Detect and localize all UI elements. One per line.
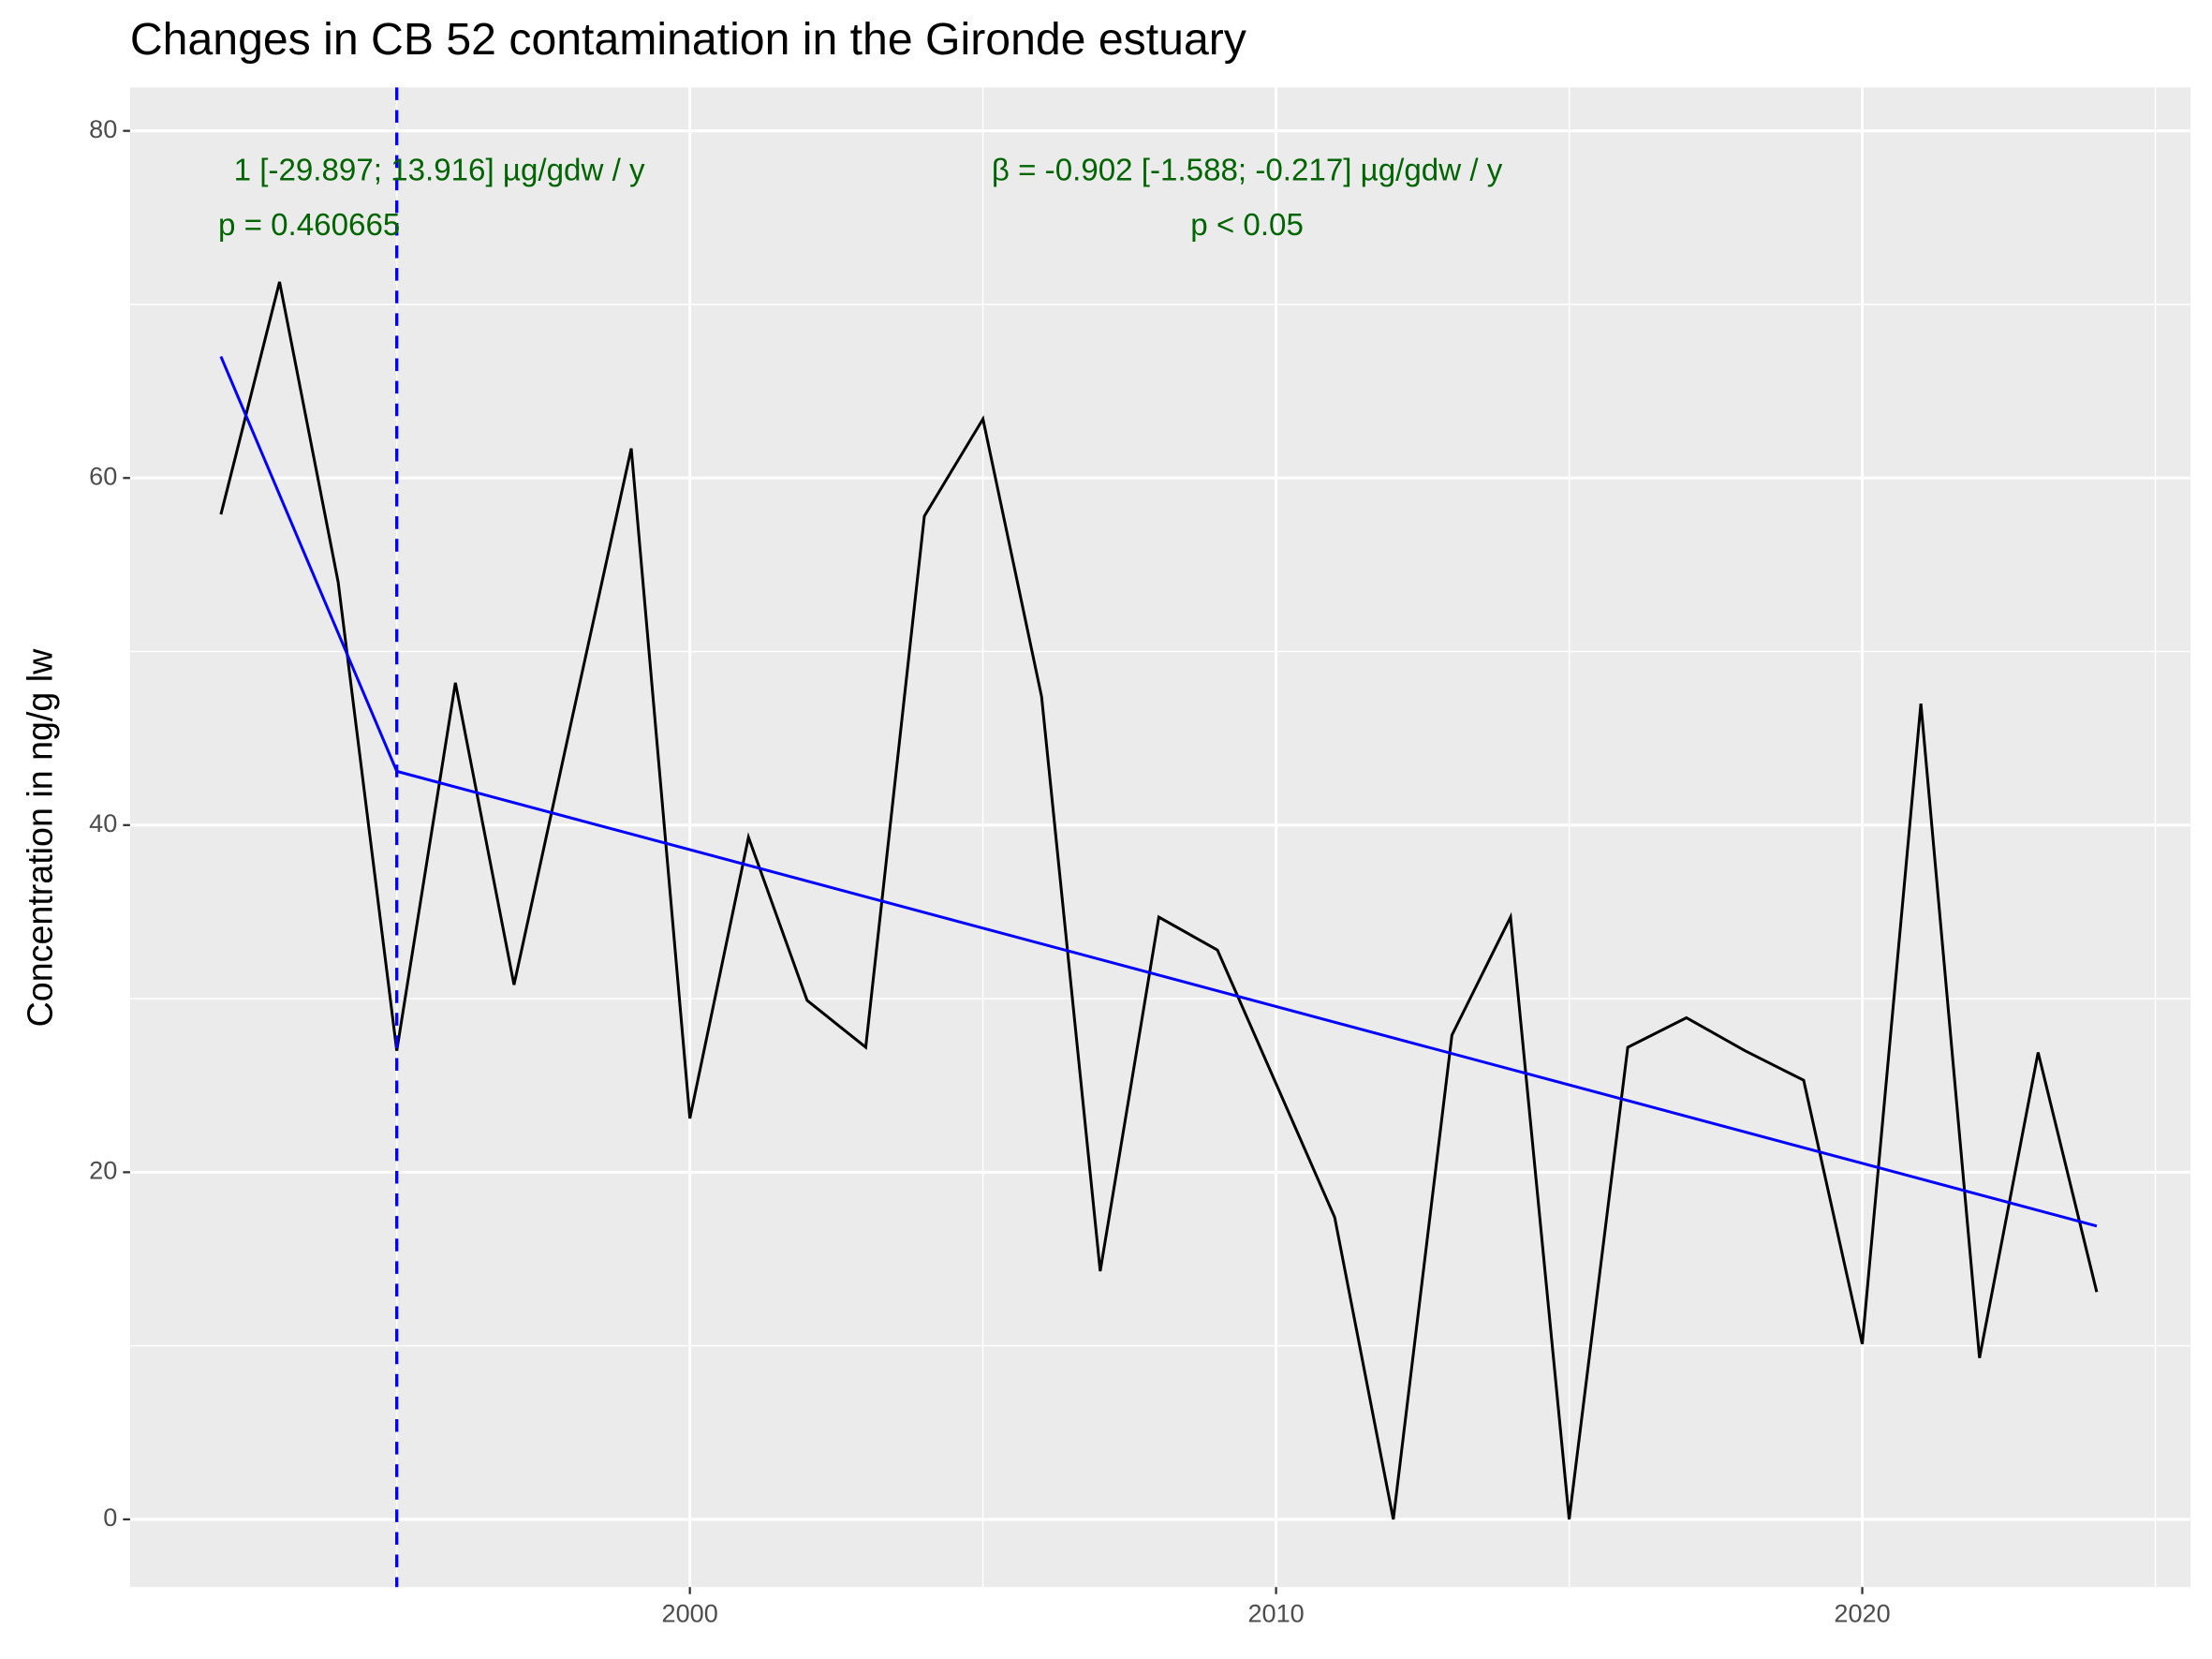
y-tick-label: 80 bbox=[89, 114, 117, 143]
x-tick-label: 2000 bbox=[662, 1598, 718, 1627]
annotation: p = 0.460665 bbox=[218, 208, 400, 243]
data-line bbox=[219, 281, 2099, 1520]
annotation: p < 0.05 bbox=[1190, 208, 1304, 243]
x-tick-label: 2010 bbox=[1247, 1598, 1304, 1627]
trend-line bbox=[219, 355, 399, 772]
annotation: β = -0.902 [-1.588; -0.217] µg/gdw / y bbox=[992, 153, 1503, 187]
y-tick-label: 20 bbox=[89, 1156, 117, 1185]
y-axis-label: Concentration in ng/g lw bbox=[20, 648, 59, 1027]
trend-line bbox=[396, 769, 2098, 1228]
y-tick-label: 0 bbox=[103, 1503, 117, 1532]
panel bbox=[129, 87, 2191, 1588]
annotation: 1 [-29.897; 13.916] µg/gdw / y bbox=[234, 153, 645, 187]
y-tick-label: 60 bbox=[89, 461, 117, 490]
chart-title: Changes in CB 52 contamination in the Gi… bbox=[130, 14, 1246, 65]
y-tick-label: 40 bbox=[89, 808, 117, 837]
x-tick-label: 2020 bbox=[1834, 1598, 1890, 1627]
